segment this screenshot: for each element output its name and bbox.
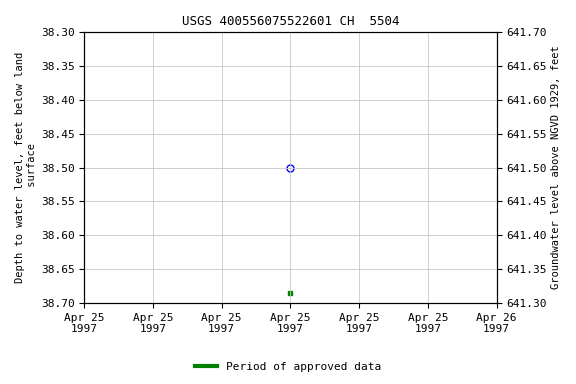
Y-axis label: Depth to water level, feet below land
 surface: Depth to water level, feet below land su…: [15, 52, 37, 283]
Y-axis label: Groundwater level above NGVD 1929, feet: Groundwater level above NGVD 1929, feet: [551, 46, 561, 290]
Legend: Period of approved data: Period of approved data: [191, 358, 385, 377]
Title: USGS 400556075522601 CH  5504: USGS 400556075522601 CH 5504: [181, 15, 399, 28]
